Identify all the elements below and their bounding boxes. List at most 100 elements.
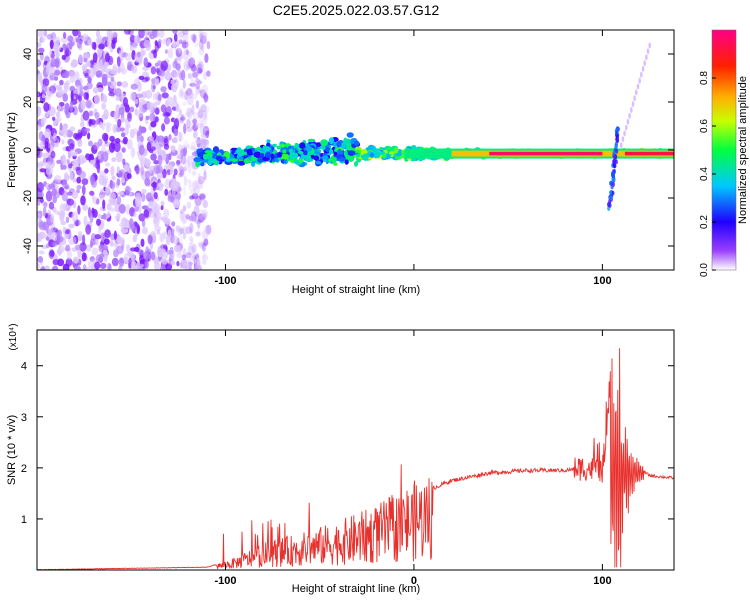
noise-cell [41, 93, 46, 99]
noise-cell [172, 235, 179, 245]
noise-cell [153, 164, 161, 175]
noise-cell [178, 90, 185, 98]
snr-x-label: Height of straight line (km) [292, 583, 420, 595]
noise-cell [69, 101, 74, 112]
streak-cell [640, 71, 643, 78]
noise-cell [42, 206, 47, 217]
noise-cell [97, 213, 102, 219]
noise-cell [118, 107, 125, 116]
band-cell [298, 158, 304, 163]
noise-cell [66, 159, 70, 165]
noise-cell [144, 170, 151, 179]
noise-cell [104, 168, 109, 174]
noise-cell [79, 242, 87, 252]
noise-cell [182, 32, 189, 41]
band-cell [270, 153, 275, 160]
noise-cell [81, 184, 86, 196]
burst-cell [611, 172, 615, 178]
noise-cell [140, 158, 144, 168]
band-cell [346, 155, 355, 162]
noise-cell [189, 222, 194, 234]
burst-cell [612, 159, 616, 165]
noise-cell [198, 48, 205, 56]
noise-cell [191, 93, 198, 100]
noise-cell [195, 139, 203, 144]
noise-cell [157, 154, 163, 166]
noise-cell [154, 107, 160, 115]
noise-cell [147, 234, 153, 245]
noise-cell [68, 163, 73, 169]
noise-cell [197, 176, 205, 185]
noise-cell [192, 118, 198, 125]
noise-cell [106, 202, 112, 211]
colorbar-tick-label: 0.4 [699, 167, 710, 181]
noise-cell [98, 225, 102, 236]
noise-cell [163, 116, 170, 125]
noise-cell [183, 139, 189, 151]
noise-cell [87, 39, 93, 46]
noise-cell [50, 58, 58, 68]
noise-cell [120, 177, 126, 184]
noise-cell [197, 109, 204, 119]
noise-cell [188, 179, 192, 191]
streak-cell [626, 118, 630, 125]
noise-cell [114, 110, 119, 116]
noise-cell [50, 52, 56, 59]
noise-cell [126, 251, 133, 257]
noise-cell [46, 33, 53, 40]
noise-cell [138, 125, 143, 136]
noise-cell [166, 96, 174, 103]
noise-cell [61, 73, 67, 78]
noise-cell [95, 70, 103, 78]
noise-cell [90, 233, 97, 241]
noise-cell [77, 205, 81, 215]
noise-cell [196, 63, 203, 70]
noise-cell [195, 80, 203, 85]
noise-cell [173, 33, 178, 42]
noise-cell [176, 159, 181, 165]
band-cell [313, 155, 320, 161]
band-cell [216, 152, 221, 156]
noise-cell [193, 205, 200, 217]
noise-cell [195, 77, 200, 84]
noise-cell [41, 265, 46, 270]
noise-cell [192, 130, 198, 139]
noise-cell [59, 79, 64, 86]
noise-cell [194, 257, 201, 268]
noise-cell [72, 236, 77, 245]
noise-cell [195, 231, 201, 237]
noise-cell [37, 106, 42, 117]
noise-cell [69, 126, 76, 132]
noise-cell [37, 30, 45, 38]
noise-cell [189, 235, 194, 242]
noise-cell [154, 62, 159, 67]
band-cell [246, 148, 253, 156]
noise-cell [52, 116, 56, 121]
noise-cell [201, 128, 208, 133]
noise-cell [89, 159, 96, 165]
noise-cell [138, 30, 145, 39]
noise-cell [203, 116, 209, 121]
band-cell [376, 151, 383, 155]
noise-cell [156, 100, 161, 106]
noise-cell [158, 182, 162, 187]
noise-cell [90, 175, 95, 186]
noise-cell [78, 170, 87, 179]
noise-cell [167, 48, 174, 59]
noise-cell [102, 151, 109, 162]
noise-cell [198, 88, 202, 94]
noise-cell [173, 199, 181, 209]
noise-cell [47, 209, 52, 216]
noise-cell [171, 106, 177, 111]
noise-cell [186, 178, 191, 184]
noise-cell [188, 242, 193, 251]
noise-cell [81, 252, 87, 262]
noise-cell [171, 145, 176, 153]
band-cell [208, 152, 213, 159]
band-cell [395, 152, 402, 157]
noise-cell [186, 155, 193, 166]
noise-cell [118, 169, 126, 178]
noise-cell [115, 95, 120, 102]
noise-cell [57, 258, 65, 267]
noise-cell [59, 122, 63, 131]
